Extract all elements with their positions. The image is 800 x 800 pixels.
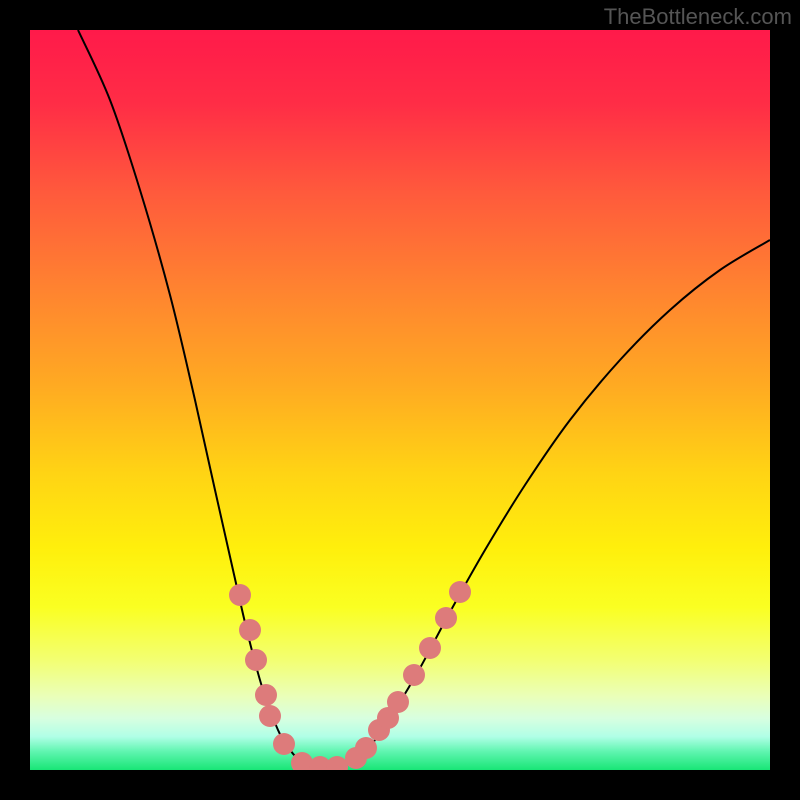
data-marker <box>355 737 377 759</box>
data-marker <box>435 607 457 629</box>
data-marker <box>259 705 281 727</box>
data-marker <box>273 733 295 755</box>
data-marker <box>326 756 348 770</box>
data-marker <box>419 637 441 659</box>
watermark-text: TheBottleneck.com <box>604 4 792 30</box>
data-marker <box>255 684 277 706</box>
bottleneck-curve <box>30 30 770 770</box>
plot-area <box>30 30 770 770</box>
data-marker <box>229 584 251 606</box>
data-marker <box>449 581 471 603</box>
data-marker <box>245 649 267 671</box>
data-marker <box>387 691 409 713</box>
data-marker <box>239 619 261 641</box>
data-marker <box>403 664 425 686</box>
